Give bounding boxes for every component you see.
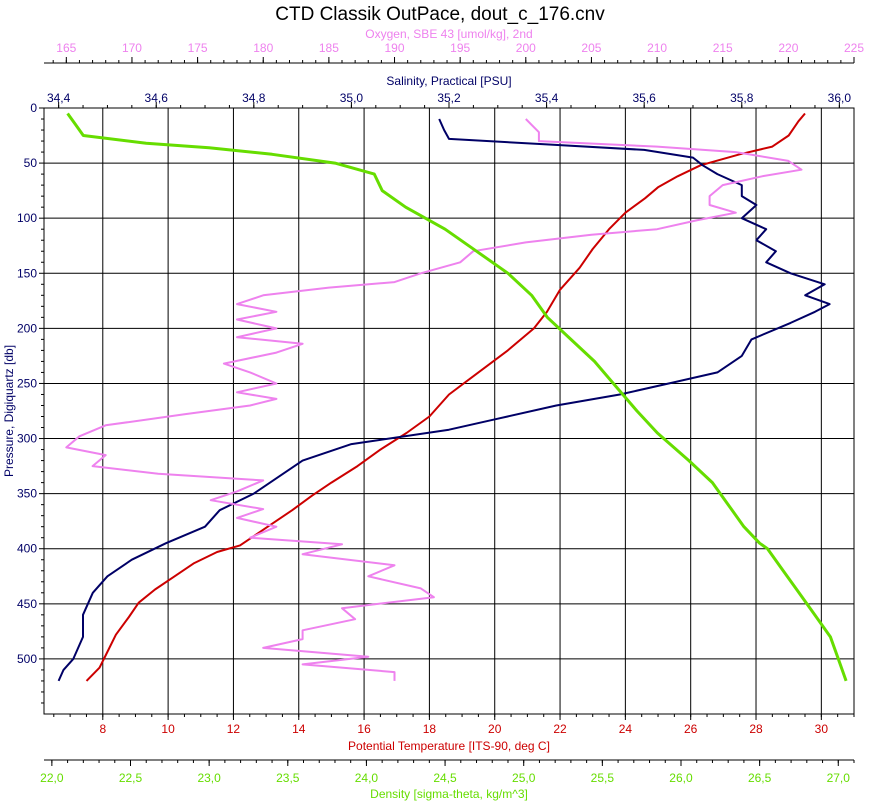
density-tick-label: 22,5 (119, 771, 143, 785)
oxygen-tick-label: 165 (56, 41, 76, 55)
salinity-tick-label: 35,8 (730, 91, 754, 105)
temperature-axis-title: Potential Temperature [ITS-90, deg C] (348, 739, 550, 753)
salinity-axis: 34,4 34,6 34,8 35,0 35,2 35,4 35,6 35,8 36,0 Sali… (47, 74, 851, 108)
density-tick-label: 23,0 (197, 771, 221, 785)
y-tick-label: 0 (30, 101, 37, 115)
temperature-tick-label: 30 (815, 722, 829, 736)
density-series-line (66, 112, 848, 682)
oxygen-tick-label: 185 (319, 41, 339, 55)
density-axis-title: Density [sigma-theta, kg/m^3] (370, 787, 528, 801)
temperature-axis: 8 10 12 14 16 18 20 22 24 26 28 30 Potential Tempera… (53, 714, 855, 753)
temperature-tick-label: 24 (619, 722, 633, 736)
density-tick-label: 25,0 (512, 771, 536, 785)
y-tick-label: 350 (17, 487, 37, 501)
temperature-series-line (85, 112, 806, 682)
chart-title: CTD Classik OutPace, dout_c_176.cnv (275, 4, 605, 25)
density-tick-label: 24,0 (355, 771, 379, 785)
temperature-tick-label: 26 (684, 722, 698, 736)
density-tick-label: 22,0 (40, 771, 64, 785)
y-tick-label: 300 (17, 432, 37, 446)
oxygen-tick-label: 180 (253, 41, 273, 55)
oxygen-tick-label: 190 (385, 41, 405, 55)
salinity-tick-label: 35,6 (633, 91, 657, 105)
density-tick-label: 26,0 (669, 771, 693, 785)
temperature-tick-label: 14 (292, 722, 306, 736)
salinity-tick-label: 35,0 (340, 91, 364, 105)
salinity-series-line (57, 118, 831, 682)
density-tick-label: 27,0 (827, 771, 851, 785)
oxygen-tick-label: 200 (516, 41, 536, 55)
oxygen-tick-label: 225 (844, 41, 864, 55)
salinity-tick-label: 36,0 (828, 91, 852, 105)
y-tick-label: 100 (17, 211, 37, 225)
y-tick-label: 250 (17, 376, 37, 390)
grid-lines (44, 108, 854, 714)
oxygen-axis: 165 170 175 180 185 190 195 200 205 210 215 220 225 O… (44, 27, 864, 64)
salinity-tick-label: 35,4 (535, 91, 559, 105)
density-axis: 22,0 22,5 23,0 23,5 24,0 24,5 25,0 25,5 26,0 26,5… (40, 759, 855, 801)
oxygen-tick-label: 220 (778, 41, 798, 55)
oxygen-tick-label: 175 (188, 41, 208, 55)
y-tick-label: 400 (17, 542, 37, 556)
density-tick-label: 23,5 (276, 771, 300, 785)
density-tick-label: 25,5 (591, 771, 615, 785)
plot-frame (43, 107, 855, 715)
salinity-tick-label: 35,2 (437, 91, 461, 105)
temperature-tick-label: 12 (227, 722, 241, 736)
density-tick-label: 24,5 (433, 771, 457, 785)
y-tick-label: 150 (17, 266, 37, 280)
salinity-axis-title: Salinity, Practical [PSU] (386, 74, 511, 88)
y-axis-label: Pressure, Digiquartz [db] (2, 345, 16, 477)
oxygen-axis-title: Oxygen, SBE 43 [umol/kg], 2nd (365, 27, 532, 41)
temperature-tick-label: 28 (749, 722, 763, 736)
y-tick-label: 450 (17, 597, 37, 611)
temperature-tick-label: 22 (553, 722, 567, 736)
y-tick-label: 50 (24, 156, 38, 170)
temperature-tick-label: 20 (488, 722, 502, 736)
salinity-tick-label: 34,4 (47, 91, 71, 105)
oxygen-series-line (65, 118, 803, 681)
salinity-tick-label: 34,8 (242, 91, 266, 105)
oxygen-tick-label: 170 (122, 41, 142, 55)
y-tick-label: 500 (17, 652, 37, 666)
oxygen-tick-label: 195 (450, 41, 470, 55)
temperature-tick-label: 16 (357, 722, 371, 736)
temperature-tick-label: 8 (99, 722, 106, 736)
oxygen-tick-label: 205 (581, 41, 601, 55)
density-tick-label: 26,5 (748, 771, 772, 785)
oxygen-tick-label: 215 (713, 41, 733, 55)
temperature-tick-label: 18 (423, 722, 437, 736)
temperature-tick-label: 10 (161, 722, 175, 736)
salinity-tick-label: 34,6 (145, 91, 169, 105)
oxygen-tick-label: 210 (647, 41, 667, 55)
y-tick-label: 200 (17, 321, 37, 335)
series-group (57, 112, 848, 682)
